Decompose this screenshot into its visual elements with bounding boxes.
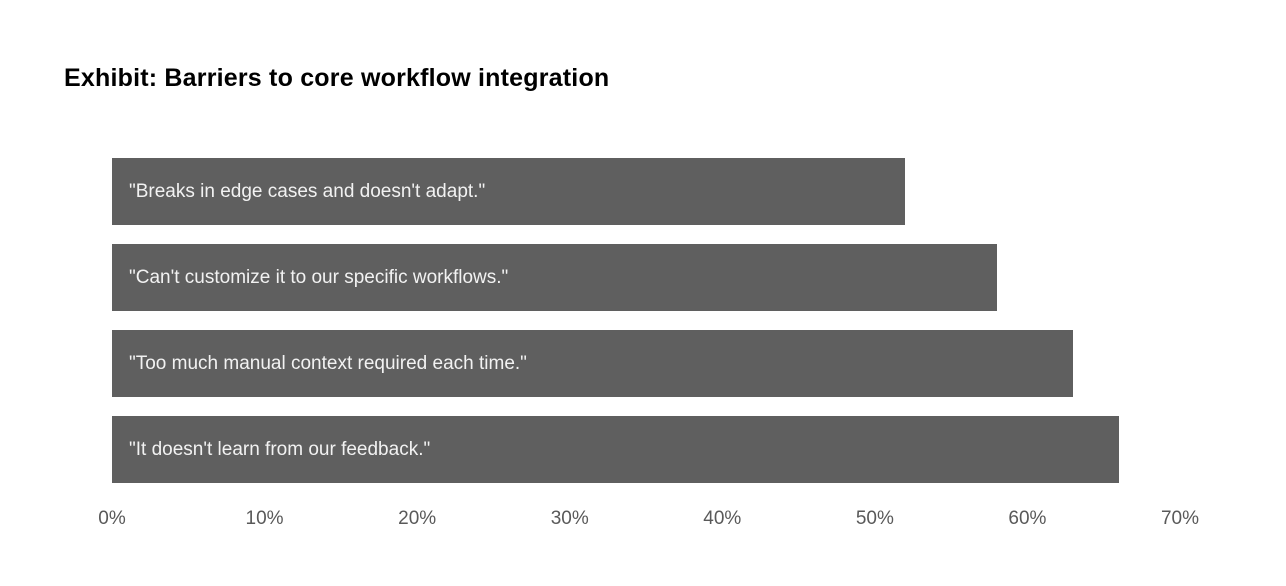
bar-label: "Breaks in edge cases and doesn't adapt.… <box>129 180 486 202</box>
x-axis-tick-label: 50% <box>855 508 894 529</box>
x-axis-tick-label: 70% <box>1160 508 1200 529</box>
bar-label: "Too much manual context required each t… <box>129 352 527 374</box>
bars-container: "Breaks in edge cases and doesn't adapt.… <box>112 158 1180 483</box>
bar: "Can't customize it to our specific work… <box>112 244 997 311</box>
x-axis-tick-label: 10% <box>245 508 284 529</box>
bar: "Breaks in edge cases and doesn't adapt.… <box>112 158 906 225</box>
bar: "Too much manual context required each t… <box>112 330 1074 397</box>
x-axis-tick-label: 0% <box>98 508 126 529</box>
x-axis-tick-label: 40% <box>703 508 742 529</box>
x-axis-tick-label: 30% <box>550 508 589 529</box>
x-axis-tick-label: 20% <box>398 508 437 529</box>
x-axis-tick-label: 60% <box>1008 508 1047 529</box>
bar-label: "Can't customize it to our specific work… <box>129 266 509 288</box>
bar-label: "It doesn't learn from our feedback." <box>129 438 431 460</box>
bar-chart: "Breaks in edge cases and doesn't adapt.… <box>98 158 1199 536</box>
x-axis: 0% 10% 20% 30% 40% 50% 60% 70% <box>98 508 1199 536</box>
bar: "It doesn't learn from our feedback." <box>112 416 1119 483</box>
chart-title: Exhibit: Barriers to core workflow integ… <box>64 64 610 92</box>
